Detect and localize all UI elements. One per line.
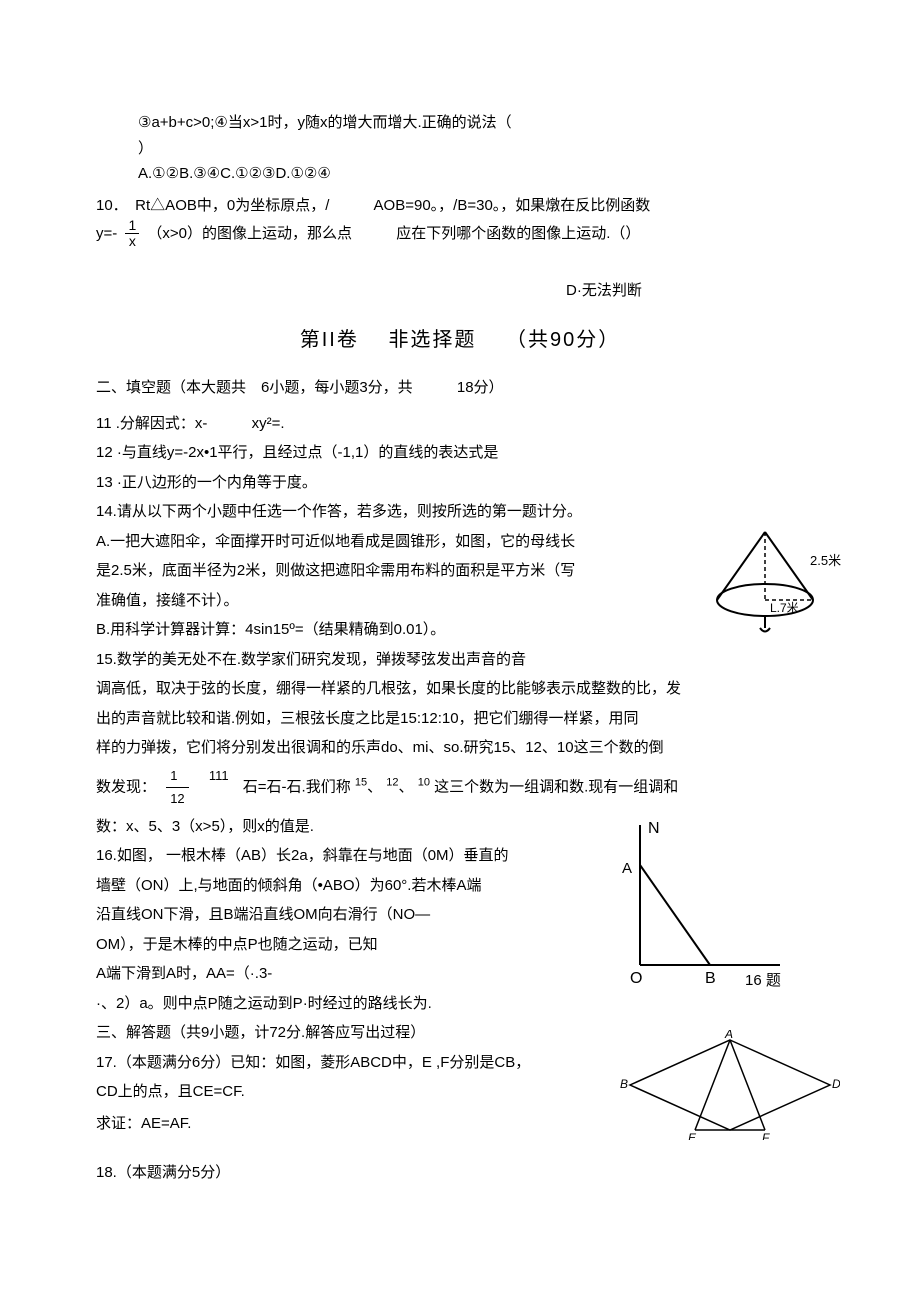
q10-frac-den: x bbox=[125, 234, 139, 249]
q15-sup12: 12 bbox=[386, 776, 398, 788]
q15-f2n: 111 bbox=[205, 765, 233, 787]
q15-l1: 15.数学的美无处不在.数学家们研究发现，弹拨琴弦发出声音的音 bbox=[96, 647, 824, 673]
q10-after-frac: （x>0）的图像上运动，那么点 bbox=[147, 225, 352, 242]
q15-frac2: 111 bbox=[205, 765, 233, 787]
rhom-e: E bbox=[688, 1131, 697, 1140]
q15-l3: 出的声音就比较和谐.例如，三根弦长度之比是15:12:10，把它们绷得一样紧，用… bbox=[96, 706, 824, 732]
q12: 12 ·与直线y=-2x•1平行，且经过点（-1,1）的直线的表达式是 bbox=[96, 440, 824, 466]
q15-f1n: 1 bbox=[166, 765, 188, 788]
q15-f1d: 12 bbox=[166, 788, 188, 810]
q15-l5b: 石=石-石.我们称 bbox=[243, 778, 351, 795]
q11: 11 .分解因式：x- xy²=. bbox=[96, 411, 824, 437]
section-2-part: 第II卷 bbox=[300, 329, 359, 351]
q15-l5c: 这三个数为一组调和数.现有一组调和 bbox=[434, 778, 678, 795]
tri-caption: 16 题 bbox=[745, 972, 781, 989]
rhombus-svg: A B D E F bbox=[620, 1030, 840, 1140]
q10-frac: 1 x bbox=[125, 218, 139, 250]
q10-prefix: 10． Rt△AOB中，0为坐标原点，/ bbox=[96, 197, 329, 214]
q10-eq-line: y=- 1 x （x>0）的图像上运动，那么点 应在下列哪个函数的图像上运动.（… bbox=[96, 218, 824, 250]
q9-choices: A.①②B.③④C.①②③D.①②④ bbox=[96, 161, 824, 187]
q15-sup15: 15 bbox=[355, 776, 367, 788]
q13: 13 ·正八边形的一个内角等于度。 bbox=[96, 470, 824, 496]
q11-a: 11 .分解因式：x- bbox=[96, 415, 207, 432]
rhombus-figure: A B D E F bbox=[620, 1030, 840, 1149]
section-2-title: 第II卷 非选择题 （共90分） bbox=[96, 323, 824, 357]
cone-figure: 2.5米 L.7米 bbox=[705, 520, 845, 649]
q9-line1: ③a+b+c>0;④当x>1时，y随x的增大而增大.正确的说法（ bbox=[96, 110, 824, 136]
fill-head-score: 18分） bbox=[457, 379, 504, 396]
q15-l5a: 数发现： bbox=[96, 778, 156, 795]
triangle-svg: N A O B 16 题 bbox=[610, 815, 810, 995]
section-2-score: （共90分） bbox=[506, 329, 620, 351]
q11-b: xy²=. bbox=[252, 415, 285, 432]
cone-label-r: L.7米 bbox=[770, 601, 799, 615]
q15-l5: 数发现： 1 12 111 石=石-石.我们称 15、 12、 10 这三个数为… bbox=[96, 765, 824, 810]
q15-sup10: 10 bbox=[418, 776, 430, 788]
q10-mid: AOB=90。，/B=30。，如果燉在反比例函数 bbox=[374, 197, 651, 214]
q10-yeq: y=- bbox=[96, 225, 117, 242]
tri-label-b: B bbox=[705, 970, 716, 987]
q9-line2: ） bbox=[96, 136, 824, 162]
tri-label-n: N bbox=[648, 820, 660, 837]
q10-block: 10． Rt△AOB中，0为坐标原点，/ AOB=90。，/B=30。，如果燉在… bbox=[96, 193, 824, 219]
triangle-figure: N A O B 16 题 bbox=[610, 815, 810, 1004]
cone-label-h: 2.5米 bbox=[810, 553, 841, 568]
section-2-type: 非选择题 bbox=[388, 329, 476, 351]
rhom-d: D bbox=[832, 1077, 840, 1091]
fill-head-text: 二、填空题（本大题共 6小题，每小题3分，共 bbox=[96, 379, 413, 396]
q10-tail: 应在下列哪个函数的图像上运动.（） bbox=[396, 225, 640, 242]
tri-label-o: O bbox=[630, 970, 642, 987]
q15-l2: 调高低，取决于弦的长度，绷得一样紧的几根弦，如果长度的比能够表示成整数的比，发 bbox=[96, 676, 824, 702]
tri-label-a: A bbox=[622, 860, 632, 877]
cone-svg: 2.5米 L.7米 bbox=[705, 520, 845, 640]
q10-frac-num: 1 bbox=[125, 218, 139, 234]
q15-frac1: 1 12 bbox=[166, 765, 188, 810]
q15-l4: 样的力弹拨，它们将分别发出很调和的乐声do、mi、so.研究15、12、10这三… bbox=[96, 735, 824, 761]
rhom-b: B bbox=[620, 1077, 628, 1091]
q10-choice-d: D·无法判断 bbox=[96, 278, 824, 304]
fill-head: 二、填空题（本大题共 6小题，每小题3分，共 18分） bbox=[96, 375, 824, 401]
rhom-f: F bbox=[762, 1131, 770, 1140]
q18: 18.（本题满分5分） bbox=[96, 1160, 824, 1186]
rhom-a: A bbox=[724, 1030, 733, 1041]
